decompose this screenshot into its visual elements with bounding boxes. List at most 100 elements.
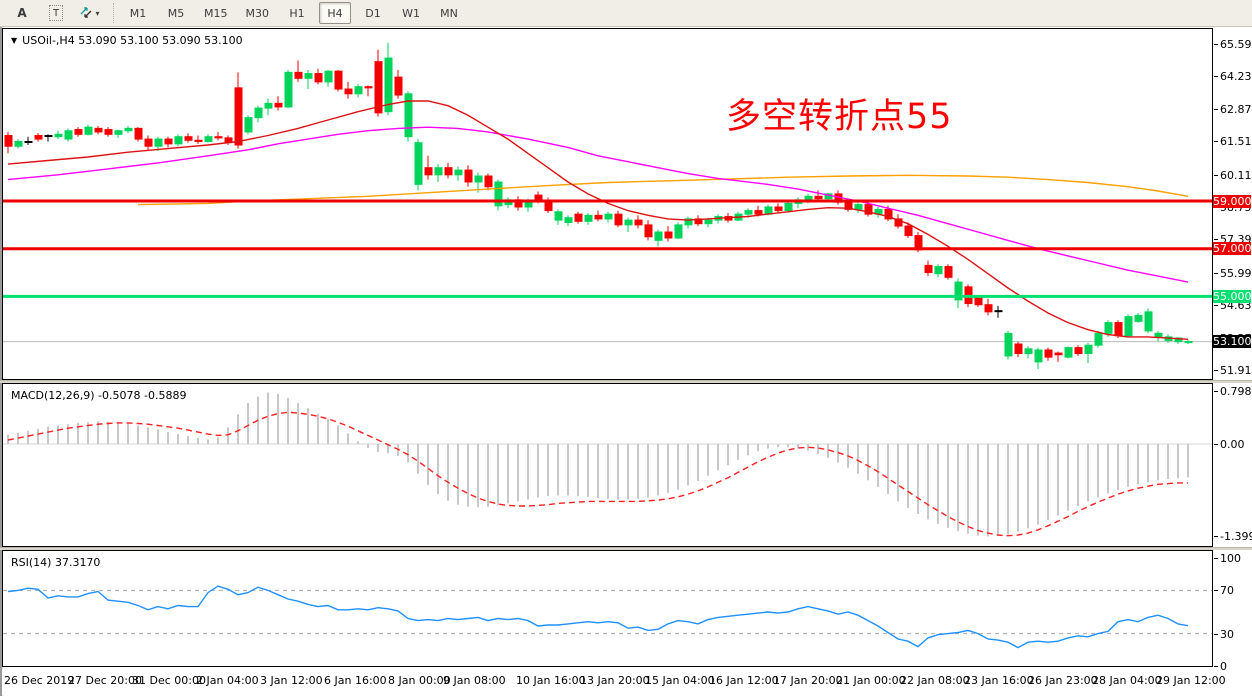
- candle-body: [554, 211, 563, 221]
- timeframe-button-h1[interactable]: H1: [289, 6, 305, 20]
- chart-text-annotation[interactable]: 多空转折点55: [726, 97, 953, 137]
- candle-body: [334, 70, 343, 90]
- candle-body: [654, 231, 663, 241]
- candle-body: [344, 88, 353, 95]
- macd-tick: 0.7983: [1220, 385, 1252, 399]
- macd-tick: 0.00: [1220, 438, 1245, 451]
- candle-body: [674, 224, 683, 239]
- candle-body: [754, 210, 763, 215]
- timeframe-button-h4[interactable]: H4: [319, 2, 351, 24]
- candle-body: [284, 71, 293, 108]
- candle-body: [94, 127, 103, 133]
- timeframe-button-m1[interactable]: M1: [129, 6, 147, 20]
- candle-body: [1094, 332, 1103, 346]
- rsi-chart-area[interactable]: [3, 551, 1212, 666]
- macd-tick-dash: [1214, 391, 1218, 393]
- candle-body: [204, 136, 213, 142]
- rsi-panel[interactable]: RSI(14) 37.3170: [2, 550, 1213, 667]
- price-badge-53.100: 53.100: [1213, 335, 1252, 349]
- candle-body: [614, 213, 623, 226]
- candle-body: [934, 266, 943, 275]
- candle-body: [954, 281, 963, 301]
- price-badge-55.000: 55.000: [1213, 289, 1252, 303]
- candle-body: [384, 57, 393, 113]
- macd-panel[interactable]: MACD(12,26,9) -0.5078 -0.5889: [2, 383, 1213, 547]
- timeframe-button-m15[interactable]: M15: [204, 6, 228, 20]
- price-tick-dash: [1214, 239, 1218, 241]
- panel-splitter-1[interactable]: [0, 380, 1252, 383]
- time-label: 15 Jan 04:00: [645, 674, 715, 687]
- price-badge-59.000: 59.000: [1213, 194, 1252, 208]
- time-label: 21 Jan 00:00: [836, 674, 906, 687]
- candle-body: [994, 310, 1003, 313]
- candle-body: [414, 142, 423, 185]
- macd-tick-dash: [1214, 444, 1218, 445]
- panel-splitter-2[interactable]: [0, 547, 1252, 550]
- time-label: 23 Jan 16:00: [964, 674, 1034, 687]
- candle-body: [984, 304, 993, 313]
- candle-body: [394, 76, 403, 96]
- symbol-ohlc-text: USOil-,H4 53.090 53.100 53.090 53.100: [22, 34, 243, 47]
- macd-chart-area[interactable]: [3, 384, 1212, 546]
- time-label: 17 Jan 20:00: [773, 674, 843, 687]
- timeframe-button-d1[interactable]: D1: [365, 6, 381, 20]
- toolbar: A T ▾ M1 M5 M15 M30 H1 H4 D1 W1 MN: [0, 0, 1252, 27]
- price-tick-dash: [1214, 44, 1218, 45]
- rsi-line: [7, 585, 1189, 649]
- main-chart-panel[interactable]: ▼ USOil-,H4 53.090 53.100 53.090 53.100: [2, 28, 1213, 380]
- candle-body: [744, 210, 753, 215]
- macd-label: MACD(12,26,9) -0.5078 -0.5889: [11, 389, 187, 402]
- cycle-arrows-icon: [80, 6, 93, 21]
- candle-body: [684, 218, 693, 226]
- candle-body: [324, 70, 333, 83]
- time-label: 29 Jan 12:00: [1156, 674, 1226, 687]
- candlestick-chart-area[interactable]: [3, 29, 1212, 379]
- candle-body: [1064, 347, 1073, 358]
- candle-body: [774, 206, 783, 212]
- candle-body: [584, 214, 593, 222]
- candle-body: [814, 195, 823, 200]
- timeframe-button-m30[interactable]: M30: [245, 6, 270, 20]
- time-axis[interactable]: 26 Dec 2019 27 Dec 20:00 31 Dec 00:00 2 Jan…: [2, 669, 1226, 695]
- price-axis-column[interactable]: 65.59064.23062.87061.51060.11058.75057.3…: [1213, 0, 1252, 696]
- candle-body: [254, 107, 263, 119]
- timeframe-button-w1[interactable]: W1: [402, 6, 420, 20]
- text-label-icon: T: [48, 5, 64, 21]
- macd-signal-line: [7, 411, 1188, 537]
- timeframe-button-m5[interactable]: M5: [167, 6, 185, 20]
- timeframe-buttons: M1 M5 M15 M30 H1 H4 D1 W1 MN: [122, 2, 465, 24]
- price-tick: 60.110: [1220, 168, 1252, 182]
- candle-body: [154, 138, 163, 147]
- font-a-button[interactable]: A: [17, 6, 27, 20]
- candle-body: [1004, 332, 1013, 357]
- timeframe-button-mn[interactable]: MN: [440, 6, 458, 20]
- time-label: 3 Jan 12:00: [260, 674, 323, 687]
- cycle-tool-button[interactable]: ▾: [74, 2, 106, 24]
- text-label-button[interactable]: T: [40, 2, 72, 24]
- candle-body: [1034, 349, 1043, 363]
- candle-body: [904, 225, 913, 237]
- candle-body: [264, 102, 273, 109]
- macd-tick: -1.3996: [1220, 530, 1252, 544]
- candle-body: [484, 175, 493, 188]
- time-label: 31 Dec 00:00: [132, 674, 206, 687]
- candle-body: [804, 195, 813, 201]
- candle-body: [144, 138, 153, 147]
- candle-body: [854, 204, 863, 210]
- candle-body: [244, 117, 253, 133]
- candle-body: [1024, 348, 1033, 355]
- time-label: 22 Jan 08:00: [900, 674, 970, 687]
- candle-body: [454, 169, 463, 176]
- candle-body: [14, 140, 23, 147]
- candle-body: [1134, 314, 1143, 322]
- candle-body: [164, 138, 173, 145]
- macd-tick-dash: [1214, 536, 1218, 538]
- candle-body: [574, 213, 583, 222]
- expander-triangle-icon[interactable]: ▼: [11, 36, 18, 45]
- rsi-tick-dash: [1214, 558, 1218, 559]
- candle-body: [464, 169, 473, 183]
- time-label: 16 Jan 12:00: [709, 674, 779, 687]
- candle-body: [884, 208, 893, 220]
- candle-body: [74, 129, 83, 135]
- candle-body: [424, 167, 433, 176]
